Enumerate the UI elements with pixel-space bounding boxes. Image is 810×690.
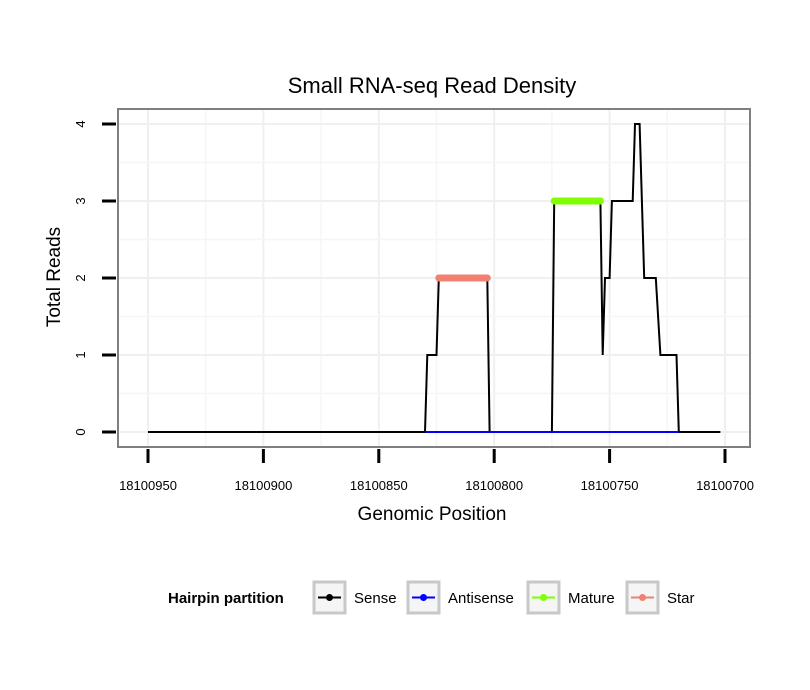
legend-key-point-sense — [326, 594, 333, 601]
x-axis: 18100950 18100900 18100850 18100800 18100750… — [119, 449, 754, 493]
x-tick-label: 18100700 — [696, 478, 754, 493]
legend-label-sense: Sense — [354, 590, 397, 607]
series-layer — [148, 123, 721, 433]
legend-key-point-antisense — [420, 594, 427, 601]
y-tick-label: 1 — [73, 351, 88, 358]
x-tick-label: 18100850 — [350, 478, 408, 493]
y-tick-label: 4 — [73, 120, 88, 127]
legend-title: Hairpin partition — [168, 590, 284, 607]
x-tick-label: 18100900 — [234, 478, 292, 493]
legend-key-point-mature — [540, 594, 547, 601]
plot-panel-border — [117, 108, 751, 448]
series-line-sense — [148, 123, 721, 433]
y-axis-title: Total Reads — [44, 227, 65, 327]
y-tick-label: 2 — [73, 274, 88, 281]
x-tick-label: 18100950 — [119, 478, 177, 493]
x-axis-title: Genomic Position — [358, 504, 507, 525]
legend-label-mature: Mature — [568, 590, 615, 607]
x-tick-label: 18100750 — [581, 478, 639, 493]
y-axis: 0 1 2 3 4 — [73, 120, 116, 436]
y-tick-label: 3 — [73, 197, 88, 204]
chart-title: Small RNA-seq Read Density — [288, 73, 577, 98]
legend-label-star: Star — [667, 590, 695, 607]
legend-key-point-star — [639, 594, 646, 601]
y-tick-label: 0 — [73, 428, 88, 435]
legend: Hairpin partition Sense Antisense Mature St… — [168, 580, 695, 615]
legend-label-antisense: Antisense — [448, 590, 514, 607]
x-tick-label: 18100800 — [465, 478, 523, 493]
